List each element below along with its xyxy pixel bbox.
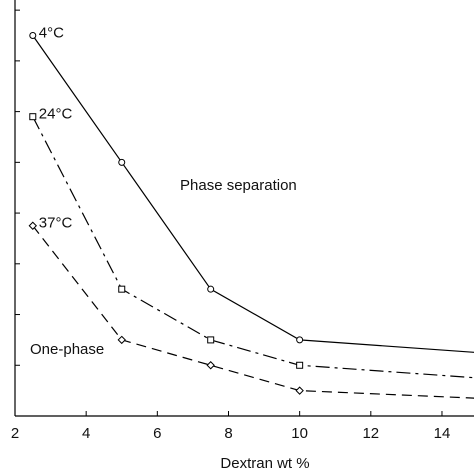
x-axis-label: Dextran wt %: [220, 455, 309, 472]
x-tick-label: 6: [153, 425, 161, 442]
marker: [296, 361, 304, 369]
marker: [28, 221, 37, 230]
marker: [295, 386, 304, 395]
marker: [29, 113, 37, 121]
plot-area: [28, 32, 474, 399]
x-tick-label: 4: [82, 425, 90, 442]
series-label: 37°C: [39, 215, 73, 232]
series-line: [32, 116, 474, 379]
marker: [206, 361, 215, 370]
annotation: Phase separation: [180, 177, 297, 194]
marker: [29, 32, 37, 40]
marker: [296, 336, 304, 344]
series-line: [32, 35, 474, 353]
marker: [207, 285, 215, 293]
x-tick-label: 2: [11, 425, 19, 442]
marker: [117, 335, 126, 345]
marker: [118, 285, 126, 293]
x-tick-label: 12: [362, 425, 379, 442]
x-tick-label: 10: [291, 425, 308, 442]
x-tick-label: 8: [224, 425, 232, 442]
series-label: 4°C: [39, 24, 64, 41]
series-line: [32, 225, 474, 399]
annotation: One-phase: [30, 341, 104, 358]
marker: [207, 336, 215, 344]
marker: [118, 158, 126, 166]
series-label: 24°C: [39, 106, 73, 123]
x-tick-label: 14: [434, 425, 451, 442]
